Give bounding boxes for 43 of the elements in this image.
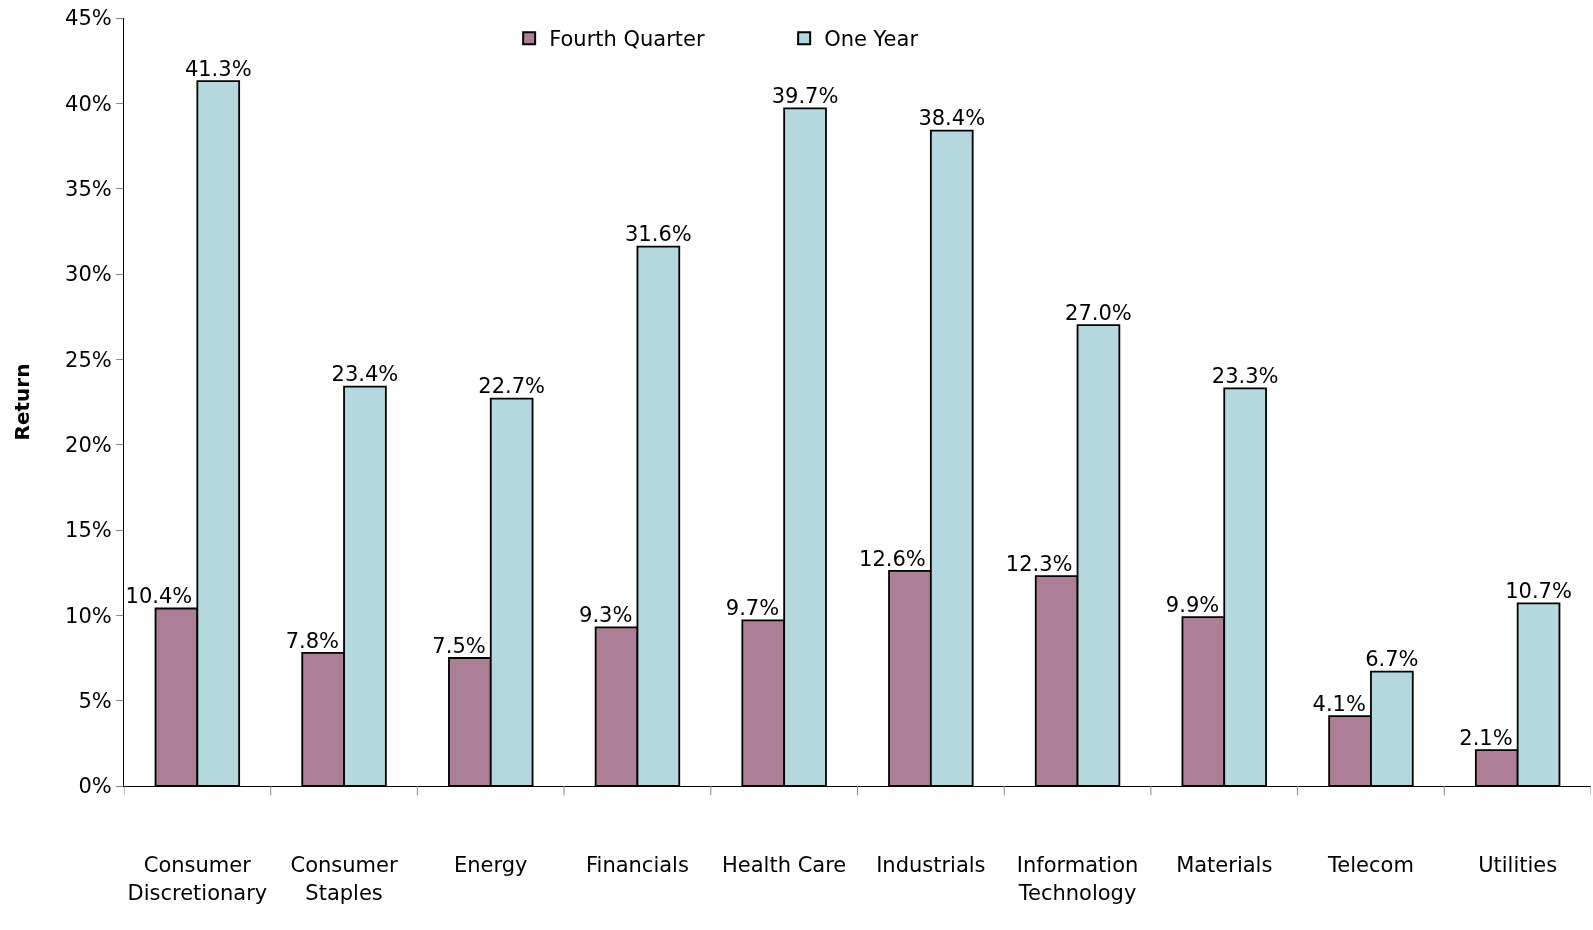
y-tick-label: 35% (65, 177, 112, 202)
x-tick-label: Consumer Staples (290, 853, 398, 905)
data-label: 23.3% (1211, 364, 1279, 389)
data-label: 39.7% (771, 84, 839, 109)
data-label: 38.4% (918, 106, 986, 131)
data-label: 4.1% (1312, 691, 1366, 716)
data-label: 12.3% (1005, 551, 1073, 576)
y-tick-label: 15% (65, 518, 112, 543)
x-tick-label: Utilities (1478, 853, 1558, 878)
y-tick-label: 5% (78, 689, 112, 714)
x-tick-label: Telecom (1327, 853, 1414, 878)
x-tick-label: Industrials (876, 853, 986, 878)
y-tick-label: 0% (78, 774, 112, 799)
data-label: 41.3% (184, 56, 252, 81)
data-label: 9.9% (1165, 592, 1220, 617)
x-tick-label: Health Care (722, 853, 847, 878)
x-tick-label: Financials (586, 853, 689, 878)
data-label: 7.8% (285, 628, 340, 653)
data-label: 10.4% (125, 584, 193, 609)
y-tick-label: 40% (65, 91, 112, 116)
data-label: 22.7% (478, 374, 546, 399)
y-tick-label: 25% (65, 347, 112, 372)
data-label: 23.4% (331, 362, 399, 387)
data-label: 2.1% (1459, 725, 1513, 750)
y-tick-label: 20% (65, 433, 112, 458)
y-tick-label: 10% (65, 603, 112, 628)
x-tick-label: Energy (453, 853, 528, 878)
y-tick-label: 30% (65, 262, 112, 287)
x-tick-label: Consumer Discretionary (127, 853, 268, 905)
x-tick-label: Materials (1176, 853, 1273, 878)
data-label: 31.6% (624, 222, 692, 247)
data-label: 10.7% (1505, 579, 1572, 604)
data-label: 12.6% (859, 546, 926, 571)
data-label: 6.7% (1365, 647, 1419, 672)
data-label: 9.3% (579, 603, 633, 628)
x-tick-label: Information Technology (1016, 853, 1139, 905)
data-label: 9.7% (725, 596, 780, 621)
legend-label: Fourth Quarter (549, 27, 705, 52)
y-tick-label: 45% (65, 6, 112, 31)
y-axis-title: Return (9, 363, 34, 441)
legend-label: One Year (824, 27, 919, 52)
data-label: 7.5% (432, 633, 486, 658)
data-label: 27.0% (1065, 300, 1132, 325)
